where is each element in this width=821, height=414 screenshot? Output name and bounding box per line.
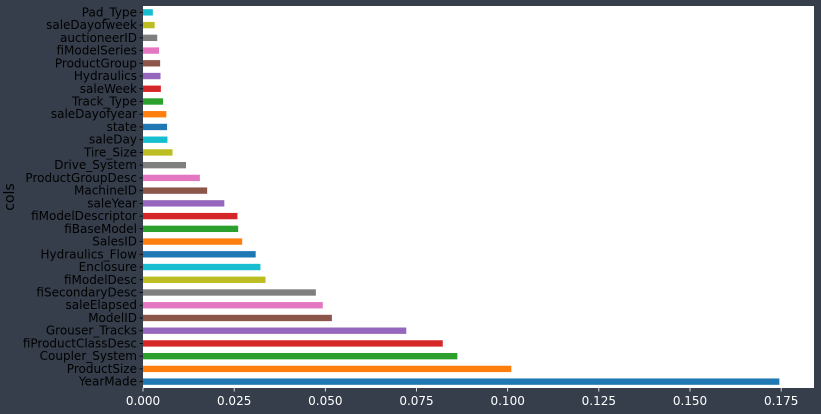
bars-group [143,9,780,385]
x-tick-label: 0.150 [673,394,707,408]
category-label-tire-size: Tire_Size [83,145,137,159]
bar-enclosure [143,263,261,271]
category-label-productsize: ProductSize [67,362,137,376]
x-tick-label: 0.175 [764,394,798,408]
category-label-track-type: Track_Type [71,95,137,109]
bar-saleweek [143,85,161,92]
bar-fimodelseries [143,47,160,54]
category-label-fimodeldesc: fiModelDesc [64,273,137,287]
bar-yearmade [143,378,780,385]
bar-saledayofyear [143,111,167,118]
category-label-hydraulics-flow: Hydraulics_Flow [40,247,137,261]
bar-productgroup [143,60,161,67]
category-label-drive-system: Drive_System [54,158,137,172]
category-label-productgroupdesc: ProductGroupDesc [25,171,137,185]
category-label-pad-type: Pad_Type [82,5,137,19]
bar-fiproductclassdesc [143,340,443,347]
category-label-machineid: MachineID [74,184,137,198]
bar-productgroupdesc [143,174,200,182]
bar-tire-size [143,149,173,156]
bar-fimodeldesc [143,276,266,283]
category-label-yearmade: YearMade [78,375,137,389]
category-label-fibasemodel: fiBaseModel [64,222,137,236]
bar-modelid [143,314,332,322]
category-labels-group: YearMadeProductSizeCoupler_SystemfiProdu… [23,5,143,389]
bar-coupler-system [143,352,458,360]
bar-saleelapsed [143,302,323,309]
x-tick-label: 0.075 [399,394,433,408]
category-label-saledayofweek: saleDayofweek [46,18,137,32]
category-label-saleday: saleDay [89,133,137,147]
bar-fibasemodel [143,225,239,233]
plot-background [143,6,814,388]
category-label-enclosure: Enclosure [79,260,137,274]
bar-auctioneerid [143,34,158,42]
category-label-fimodelseries: fiModelSeries [57,44,138,58]
category-label-productgroup: ProductGroup [55,56,137,70]
bar-state [143,123,168,131]
bar-hydraulics-flow [143,251,256,258]
bar-productsize [143,365,512,373]
category-label-saledayofyear: saleDayofyear [51,107,137,121]
y-axis-title: cols [2,183,18,210]
category-label-grouser-tracks: Grouser_Tracks [46,324,137,338]
bar-hydraulics [143,72,161,80]
bar-salesid [143,238,243,245]
x-tick-label: 0.100 [490,394,524,408]
x-tick-label: 0.025 [217,394,251,408]
category-label-fiproductclassdesc: fiProductClassDesc [23,336,137,350]
bar-pad-type [143,9,153,16]
bar-fisecondarydesc [143,289,316,296]
x-tick-label: 0.000 [126,394,160,408]
category-label-coupler-system: Coupler_System [40,349,137,363]
bar-saledayofweek [143,21,155,29]
category-label-hydraulics: Hydraulics [74,69,137,83]
x-tick-label: 0.125 [582,394,616,408]
bar-saleday [143,136,168,143]
bar-machineid [143,187,208,194]
category-label-salesid: SalesID [92,235,137,249]
bar-saleyear [143,200,225,207]
category-label-auctioneerid: auctioneerID [60,31,137,45]
bar-track-type [143,98,164,105]
category-label-modelid: ModelID [88,311,137,325]
x-tick-label: 0.050 [308,394,342,408]
bar-fimodeldescriptor [143,212,238,220]
category-label-state: state [107,120,137,134]
category-label-fisecondarydesc: fiSecondaryDesc [36,286,137,300]
category-label-saleweek: saleWeek [80,82,137,96]
category-label-saleyear: saleYear [87,196,137,210]
bar-grouser-tracks [143,327,407,334]
bar-drive-system [143,161,187,169]
category-label-saleelapsed: saleElapsed [66,298,137,312]
x-axis-ticks-group: 0.000 0.025 0.050 0.075 0.100 0.125 0.150 0.175 [126,388,798,408]
category-label-fimodeldescriptor: fiModelDescriptor [31,209,137,223]
